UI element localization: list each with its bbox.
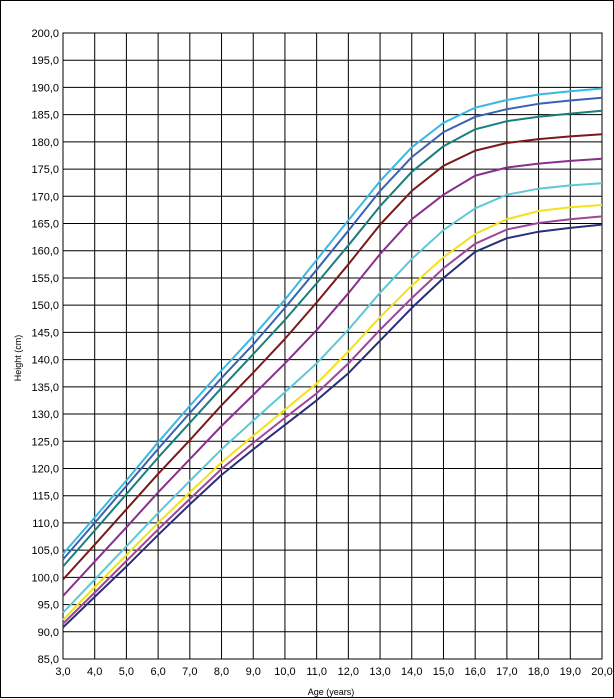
- x-axis-title: Age (years): [308, 687, 355, 697]
- y-tick-label: 155,0: [31, 273, 59, 285]
- y-tick-label: 90,0: [38, 627, 59, 639]
- x-tick-label: 11,0: [306, 666, 327, 678]
- series-layer: [62, 87, 603, 629]
- series-line-8: [62, 96, 603, 561]
- y-tick-labels: 85,0 90,0 95,0 100,0 105,0 110,0 115,0 120,0 125…: [31, 28, 59, 666]
- series-line-7: [62, 109, 603, 568]
- series-line-1: [62, 223, 603, 629]
- y-tick-label: 165,0: [31, 219, 59, 231]
- x-tick-label: 16,0: [464, 666, 485, 678]
- y-tick-label: 95,0: [38, 600, 59, 612]
- y-tick-label: 195,0: [31, 55, 59, 67]
- y-tick-label: 145,0: [31, 327, 59, 339]
- series-line-5: [62, 157, 603, 597]
- x-tick-label: 5,0: [119, 666, 134, 678]
- grid-layer: [62, 32, 603, 660]
- y-tick-label: 115,0: [32, 491, 59, 503]
- y-tick-label: 130,0: [31, 409, 59, 421]
- x-tick-label: 15,0: [433, 666, 454, 678]
- series-line-2: [62, 215, 603, 625]
- x-tick-label: 20,0: [591, 666, 612, 678]
- x-tick-label: 18,0: [528, 666, 549, 678]
- x-tick-label: 12,0: [338, 666, 359, 678]
- y-tick-label: 140,0: [31, 355, 59, 367]
- y-tick-label: 110,0: [32, 518, 59, 530]
- y-tick-label: 200,0: [31, 28, 59, 40]
- y-tick-label: 120,0: [31, 463, 59, 475]
- series-line-6: [62, 133, 603, 581]
- y-tick-label: 170,0: [31, 191, 59, 203]
- series-line-3: [62, 204, 603, 621]
- x-tick-label: 19,0: [560, 666, 581, 678]
- y-tick-label: 85,0: [38, 654, 59, 666]
- y-tick-label: 190,0: [31, 82, 59, 94]
- y-tick-label: 135,0: [31, 382, 59, 394]
- x-tick-label: 3,0: [55, 666, 70, 678]
- series-line-4: [62, 182, 603, 614]
- y-tick-label: 180,0: [31, 137, 59, 149]
- y-tick-label: 160,0: [31, 246, 59, 258]
- y-tick-label: 185,0: [31, 110, 59, 122]
- y-tick-label: 175,0: [31, 164, 59, 176]
- x-tick-label: 10,0: [274, 666, 295, 678]
- x-tick-labels: 3,0 4,0 5,0 6,0 7,0 8,0 9,0 10,0 11,0 12,0 13,0 14,…: [55, 666, 612, 678]
- x-tick-label: 4,0: [87, 666, 102, 678]
- x-tick-label: 6,0: [150, 666, 165, 678]
- y-axis-title: Height (cm): [13, 335, 23, 382]
- x-tick-label: 9,0: [246, 666, 261, 678]
- x-tick-label: 7,0: [182, 666, 197, 678]
- x-tick-label: 8,0: [214, 666, 229, 678]
- y-tick-label: 150,0: [31, 300, 59, 312]
- x-tick-label: 13,0: [369, 666, 390, 678]
- series-line-9: [62, 87, 603, 555]
- x-tick-label: 14,0: [401, 666, 422, 678]
- x-tick-label: 17,0: [496, 666, 517, 678]
- y-tick-label: 105,0: [31, 545, 59, 557]
- y-tick-label: 100,0: [31, 572, 59, 584]
- y-tick-label: 125,0: [31, 436, 59, 448]
